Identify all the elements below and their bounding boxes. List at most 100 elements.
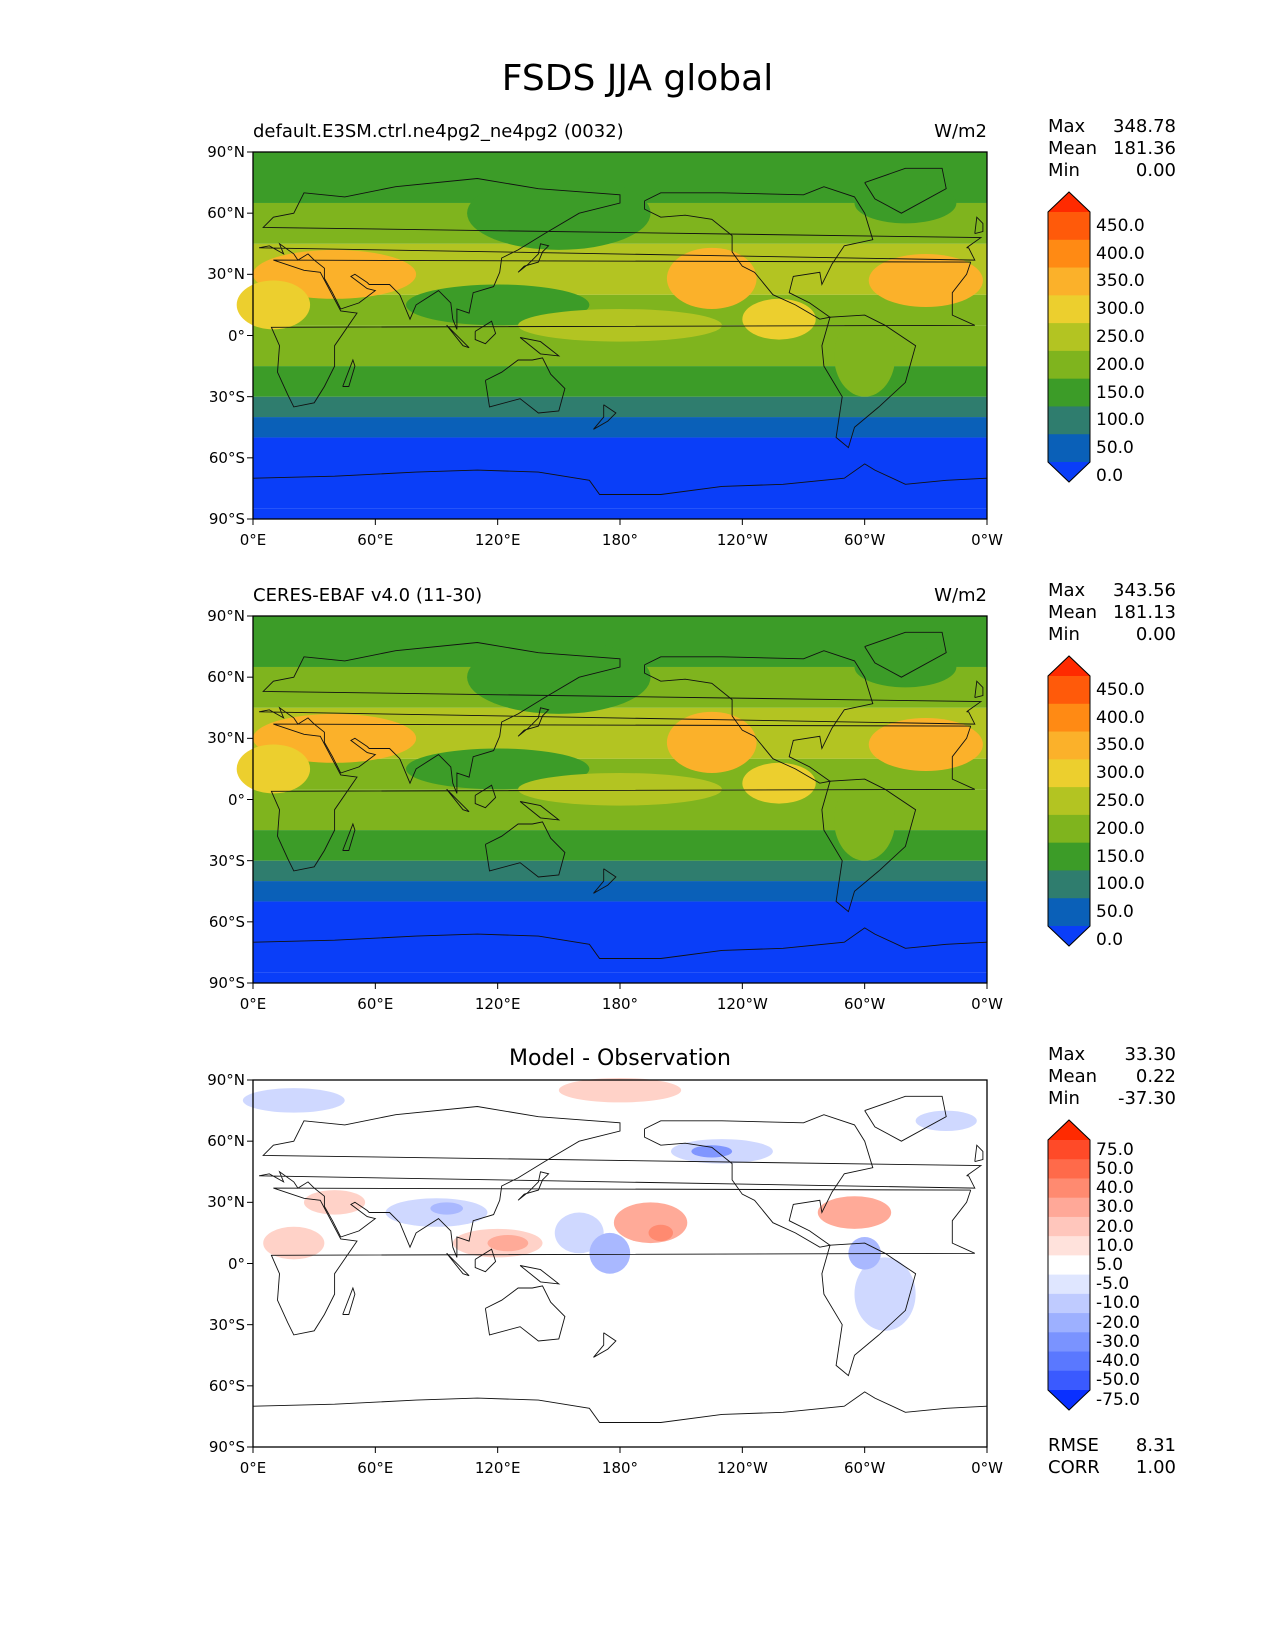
field-band [253, 860, 987, 882]
coastline-uk [974, 216, 984, 235]
stat-label: Min [1048, 160, 1080, 181]
stat-value: 343.56 [1113, 580, 1176, 601]
colorbar-extend-max [1048, 656, 1090, 676]
coastline-africa [270, 723, 975, 872]
colorbar-segment [1048, 1216, 1090, 1237]
coastline-eurasia [259, 642, 983, 794]
colorbar-label: -50.0 [1096, 1370, 1140, 1391]
coastline-australia [484, 1285, 566, 1342]
lat-tick-label: 90°N [207, 607, 245, 625]
colorbar-segment [1048, 703, 1090, 733]
coastline-nz [593, 404, 617, 430]
panel-title: CERES-EBAF v4.0 (11-30) [253, 585, 483, 606]
colorbar-segment [1048, 1370, 1090, 1391]
colorbar-segment [1048, 1159, 1090, 1179]
diff-pos-gulf [817, 1196, 892, 1229]
lat-tick-label: 0° [227, 790, 245, 809]
stat-label: CORR [1048, 1457, 1100, 1478]
coastline-samerica [821, 314, 917, 449]
stat-row: Mean 181.13 [1048, 602, 1176, 624]
field-low-siberia [467, 176, 651, 250]
field-low-arctic [854, 182, 957, 224]
coastline-uk [974, 1144, 984, 1163]
lon-tick-label: 180° [601, 1459, 639, 1477]
lat-tick-label: 0° [227, 1254, 245, 1273]
lon-tick-label: 0°W [971, 1459, 1003, 1477]
stat-value: 8.31 [1135, 1435, 1176, 1456]
stats-box: Max 348.78 Mean 181.36 Min 0.00 [1048, 116, 1176, 182]
lon-tick-label: 120°W [716, 531, 768, 549]
diff-pos-mideast [303, 1190, 366, 1215]
stats-box: Max 33.30 Mean 0.22 Min -37.30 [1048, 1044, 1176, 1110]
colorbar-label: 400.0 [1096, 243, 1145, 264]
field-high-africa [236, 280, 311, 330]
stat-row: Min -37.30 [1048, 1088, 1176, 1110]
stat-label: Min [1048, 1088, 1080, 1109]
colorbar-label: 450.0 [1096, 679, 1145, 700]
colorbar-label: 350.0 [1096, 271, 1145, 292]
lon-tick-label: 60°E [357, 995, 394, 1013]
field-amazon [834, 315, 896, 397]
colorbar-segment [1048, 842, 1090, 871]
panel-title: Model - Observation [509, 1046, 731, 1071]
stat-label: Mean [1048, 138, 1098, 159]
units-label: W/m2 [934, 121, 987, 142]
coastline-japan [517, 1171, 550, 1201]
coastline-africa [270, 259, 975, 408]
coastline-newguinea [519, 1265, 561, 1285]
coastline-japan [517, 707, 550, 737]
lat-tick-label: 60°N [207, 1132, 245, 1151]
coastline-sumatra [446, 324, 470, 349]
lat-tick-label: 30°N [207, 265, 245, 284]
colorbar-label: 20.0 [1096, 1216, 1134, 1237]
field-itcz [518, 308, 722, 342]
colorbar-label: 250.0 [1096, 327, 1145, 347]
diff-pos-pacific-core [648, 1224, 674, 1242]
lat-tick-label: 90°S [208, 510, 245, 528]
colorbar-label: 400.0 [1096, 707, 1145, 728]
coastline-eurasia [259, 1106, 983, 1258]
stat-row: Max 343.56 [1048, 580, 1176, 602]
lon-tick-label: 0°E [239, 995, 267, 1013]
colorbar-segment [1048, 323, 1090, 352]
colorbar-label: -40.0 [1096, 1351, 1140, 1372]
lon-tick-label: 120°W [716, 995, 768, 1013]
coastline-nz [593, 1332, 617, 1358]
coastline-japan [517, 243, 550, 273]
diff-neg-wpac [554, 1212, 604, 1254]
field-band [253, 508, 987, 519]
colorbar-segment [1048, 1313, 1090, 1333]
diff-neg-wpac-core [589, 1232, 631, 1274]
lat-tick-label: 60°S [208, 448, 245, 467]
colorbar-label: 150.0 [1096, 846, 1145, 867]
lat-tick-label: 90°S [208, 974, 245, 992]
colorbar-segment [1048, 406, 1090, 435]
colorbar-segment [1048, 434, 1090, 463]
field-band [253, 901, 987, 973]
units-label: W/m2 [934, 585, 987, 606]
stat-row: Max 348.78 [1048, 116, 1176, 138]
lat-tick-label: 60°S [208, 1376, 245, 1395]
colorbar-label: 10.0 [1096, 1235, 1134, 1256]
stat-row: Mean 0.22 [1048, 1066, 1176, 1088]
colorbar-label: 5.0 [1096, 1255, 1124, 1275]
map-plot [242, 1077, 988, 1453]
field-band [253, 396, 987, 418]
colorbar-segment [1048, 350, 1090, 380]
diff-neg-india-core [430, 1202, 464, 1215]
colorbar-outline [1047, 1119, 1091, 1411]
lat-tick-label: 30°S [208, 851, 245, 870]
colorbar-label: 300.0 [1096, 763, 1145, 784]
diff-pos-arctic [558, 1077, 682, 1103]
colorbar-segment [1048, 1178, 1090, 1199]
coastline-australia [484, 821, 566, 878]
coastline-borneo [474, 1248, 497, 1273]
colorbar-segment [1048, 1255, 1090, 1276]
panel-title: default.E3SM.ctrl.ne4pg2_ne4pg2 (0032) [253, 121, 624, 142]
stat-value: 348.78 [1113, 116, 1176, 137]
coastline-newguinea [519, 801, 561, 821]
stat-row: Max 33.30 [1048, 1044, 1176, 1066]
colorbar-label: 75.0 [1096, 1139, 1134, 1160]
colorbar-label: -30.0 [1096, 1331, 1140, 1352]
stat-row: Min 0.00 [1048, 160, 1176, 182]
